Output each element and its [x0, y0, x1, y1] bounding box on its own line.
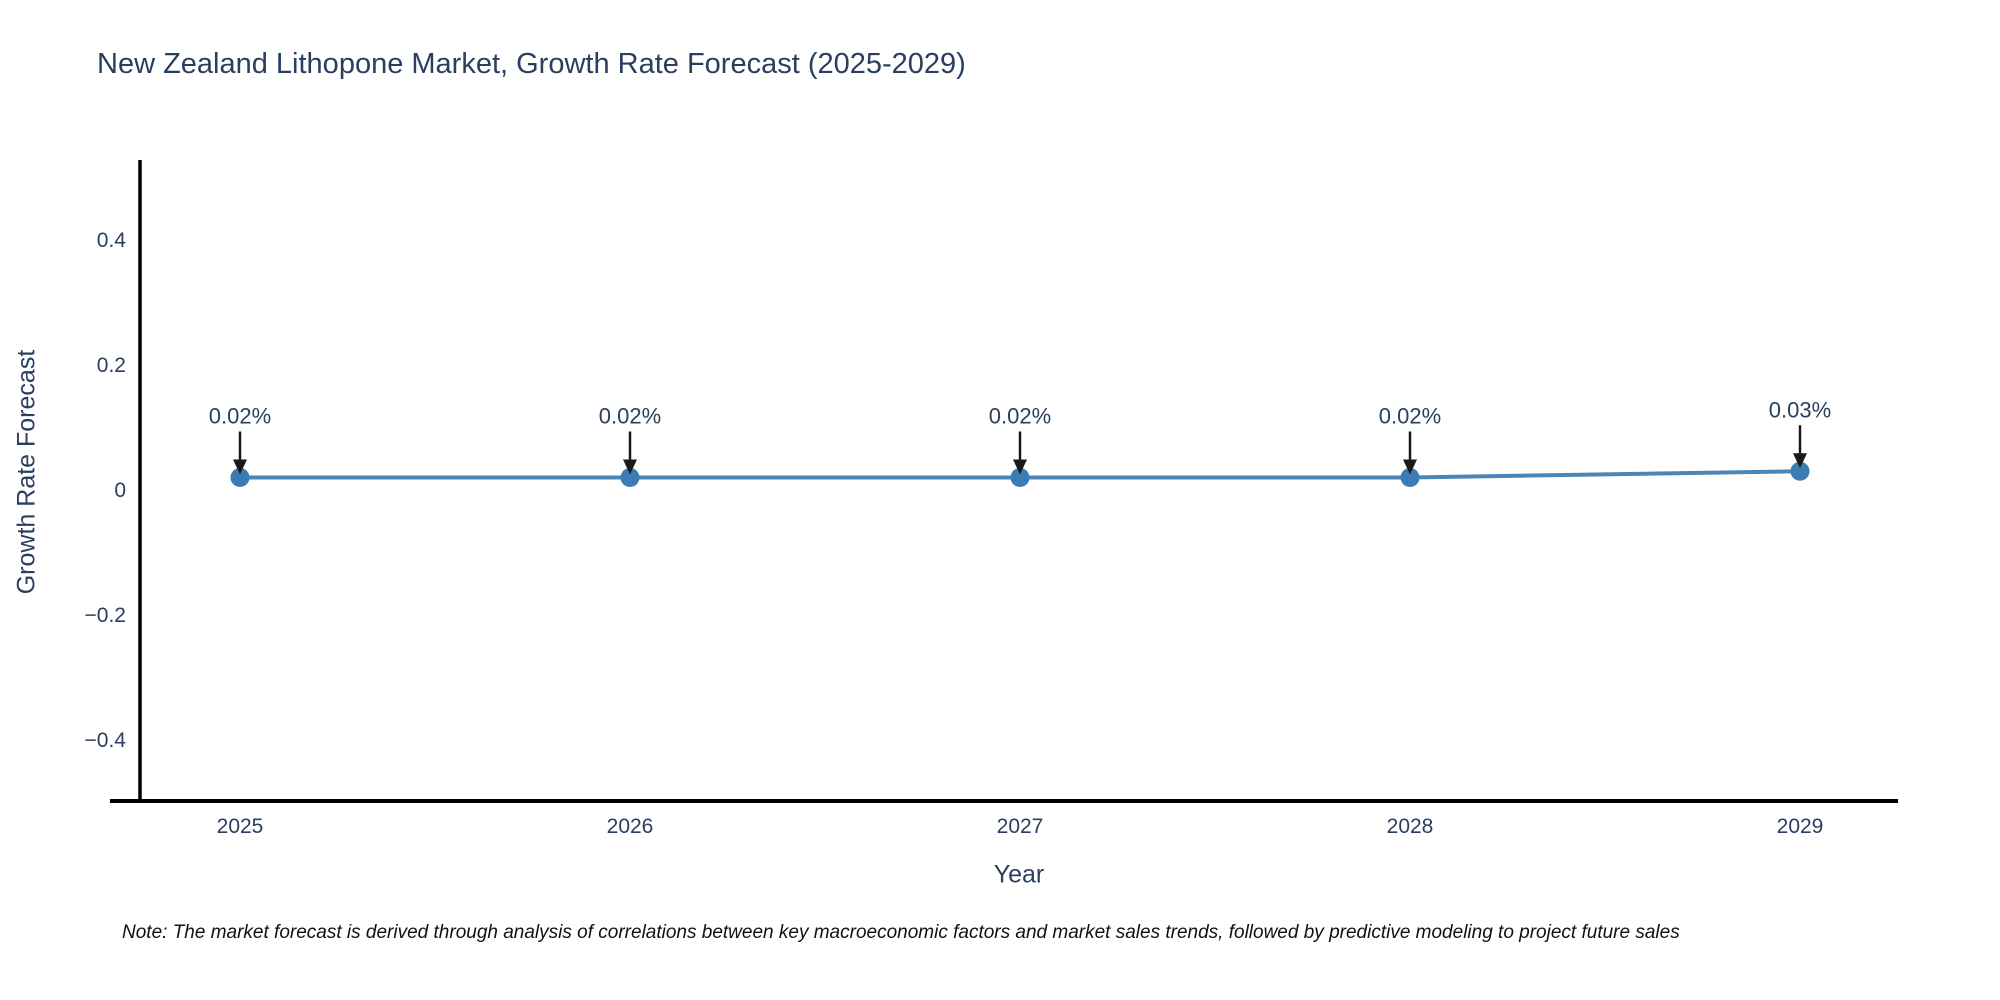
data-point-label: 0.02% — [599, 404, 661, 429]
x-tick-label: 2028 — [1387, 815, 1434, 838]
annotation-arrow-head — [1793, 453, 1807, 469]
y-axis-title: Growth Rate Forecast — [12, 349, 41, 595]
y-tick-label: 0 — [114, 479, 126, 502]
data-point-marker — [1790, 461, 1810, 481]
y-tick-label: 0.2 — [97, 354, 126, 377]
annotation-arrow-head — [623, 459, 637, 475]
x-tick-label: 2025 — [217, 815, 264, 838]
annotation-arrow-head — [1403, 459, 1417, 475]
y-tick-label: −0.2 — [85, 604, 126, 627]
x-tick-label: 2027 — [997, 815, 1044, 838]
data-point-label: 0.02% — [209, 404, 271, 429]
data-point-marker — [1400, 468, 1420, 487]
chart-title: New Zealand Lithopone Market, Growth Rat… — [97, 48, 966, 80]
x-tick-label: 2026 — [607, 815, 654, 838]
y-tick-label: 0.4 — [97, 229, 127, 252]
data-point-marker — [620, 468, 640, 487]
annotation-arrow-head — [233, 459, 247, 475]
x-axis-title: Year — [993, 860, 1045, 889]
chart-footnote: Note: The market forecast is derived thr… — [122, 922, 1680, 943]
data-point-label: 0.02% — [989, 404, 1051, 429]
data-point-label: 0.03% — [1769, 397, 1831, 422]
data-point-label: 0.02% — [1379, 404, 1441, 429]
y-tick-label: −0.4 — [85, 729, 127, 752]
data-point-marker — [230, 468, 250, 487]
data-point-marker — [1010, 468, 1030, 487]
x-tick-label: 2029 — [1777, 815, 1824, 838]
annotation-arrow-head — [1013, 459, 1027, 475]
